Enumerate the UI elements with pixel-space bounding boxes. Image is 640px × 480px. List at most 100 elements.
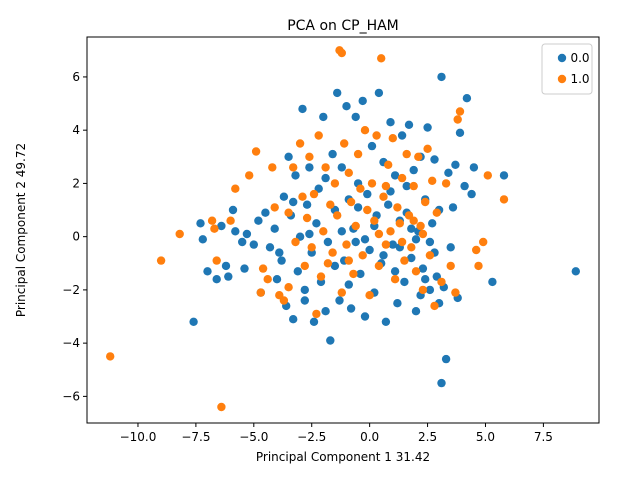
data-point: [217, 221, 226, 231]
data-point: [488, 277, 497, 287]
data-point: [381, 317, 391, 326]
data-point: [221, 261, 231, 271]
data-point: [245, 171, 254, 180]
data-point: [358, 251, 367, 260]
data-point: [333, 88, 342, 98]
data-point: [358, 96, 367, 106]
x-tick-label: 5.0: [476, 430, 495, 444]
data-point: [437, 378, 446, 388]
data-point: [330, 261, 340, 271]
data-point: [337, 288, 346, 297]
data-point: [446, 243, 455, 252]
data-point: [224, 272, 233, 281]
data-point: [367, 179, 377, 188]
data-point: [344, 168, 353, 177]
data-point: [344, 256, 353, 265]
data-point: [571, 267, 580, 276]
data-point: [451, 160, 460, 169]
data-point: [277, 256, 286, 265]
data-point: [472, 245, 481, 255]
data-point: [346, 197, 356, 207]
data-point: [342, 102, 351, 111]
data-point: [321, 163, 330, 172]
data-point: [400, 256, 409, 265]
data-point: [291, 171, 300, 180]
data-point: [370, 216, 379, 225]
data-point: [407, 243, 416, 252]
data-point: [421, 275, 430, 284]
data-point: [393, 299, 402, 308]
data-point: [353, 149, 363, 159]
data-point: [254, 216, 263, 225]
legend: 0.0 1.0: [541, 43, 593, 95]
data-point: [319, 112, 328, 122]
data-point: [295, 139, 305, 148]
data-point: [298, 192, 307, 201]
x-tick-label: −5.0: [239, 430, 268, 444]
data-point: [337, 163, 346, 172]
data-point: [268, 163, 277, 172]
data-point: [305, 152, 314, 161]
data-point: [428, 219, 437, 228]
data-point: [226, 216, 235, 225]
data-point: [360, 126, 370, 135]
data-point: [432, 208, 441, 217]
data-point: [430, 155, 439, 164]
data-point: [384, 160, 393, 169]
data-point: [106, 352, 115, 361]
data-point: [314, 184, 323, 193]
data-point: [499, 195, 509, 204]
data-point: [328, 248, 337, 257]
data-point: [337, 48, 346, 58]
y-tick-label: −2: [62, 283, 80, 297]
data-point: [388, 240, 397, 249]
data-point: [316, 272, 326, 281]
data-point: [228, 205, 238, 215]
data-point: [196, 219, 205, 228]
data-point: [279, 192, 289, 201]
data-point: [379, 251, 388, 260]
data-point: [326, 336, 335, 345]
data-point: [351, 112, 360, 122]
legend-label: 1.0: [570, 72, 589, 86]
data-point: [291, 237, 300, 247]
data-point: [474, 261, 483, 271]
data-point: [430, 301, 439, 311]
data-point: [270, 224, 279, 233]
x-tick-label: 7.5: [534, 430, 553, 444]
data-point: [444, 168, 453, 177]
data-point: [293, 267, 302, 276]
data-point: [407, 224, 416, 233]
legend-marker: [557, 53, 567, 63]
series-1: [106, 46, 509, 412]
data-point: [340, 139, 349, 148]
data-point: [390, 275, 400, 284]
data-point: [379, 192, 388, 201]
data-point: [175, 229, 184, 239]
data-point: [411, 235, 421, 244]
data-point: [363, 189, 372, 199]
data-point: [323, 237, 333, 247]
data-point: [356, 269, 365, 279]
data-point: [272, 275, 282, 284]
y-axis: −6 −4 −2 0 2 4 6: [62, 70, 87, 403]
data-point: [418, 285, 428, 295]
data-point: [242, 229, 252, 239]
data-point: [360, 312, 370, 321]
data-point: [240, 264, 249, 273]
data-point: [203, 267, 212, 276]
data-point: [351, 237, 360, 247]
data-point: [335, 296, 344, 305]
data-point: [467, 189, 476, 199]
data-point: [384, 200, 393, 209]
data-point: [207, 216, 217, 225]
data-point: [328, 149, 337, 159]
data-point: [499, 171, 509, 180]
data-point: [238, 237, 247, 247]
data-point: [448, 203, 458, 212]
data-point: [479, 237, 488, 247]
plot-frame: [86, 36, 600, 424]
data-point: [453, 115, 462, 124]
